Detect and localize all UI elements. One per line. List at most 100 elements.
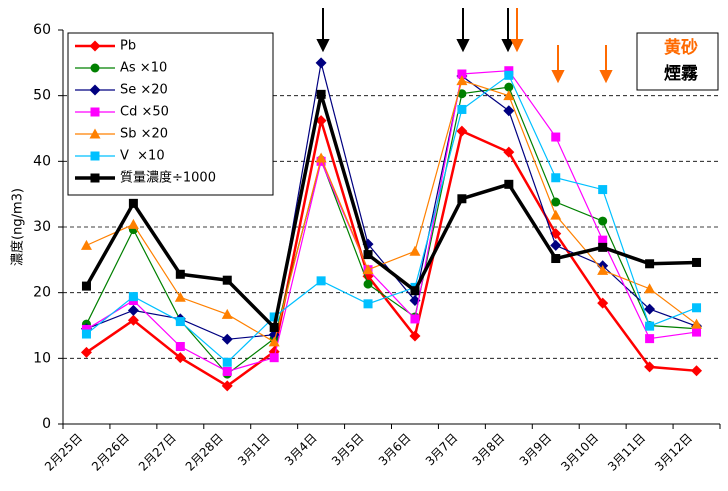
- legend-label: Se ×20: [120, 83, 168, 98]
- y-tick-label: 0: [42, 416, 51, 432]
- x-tick-label: 3月6日: [376, 431, 414, 469]
- point: [175, 317, 185, 327]
- dust-label: 黄砂: [664, 37, 698, 58]
- point: [457, 194, 467, 204]
- point: [597, 264, 609, 275]
- x-tick-label: 3月1日: [235, 431, 273, 469]
- point: [80, 346, 92, 358]
- point: [81, 329, 91, 339]
- point: [503, 90, 515, 101]
- point: [268, 336, 280, 347]
- point: [363, 299, 373, 309]
- haze-label: 煙霧: [664, 63, 699, 84]
- point: [221, 333, 233, 345]
- point: [598, 235, 608, 245]
- y-tick-label: 30: [33, 219, 51, 235]
- point: [127, 314, 139, 326]
- point: [691, 365, 703, 377]
- point: [81, 281, 91, 291]
- point: [644, 303, 656, 315]
- arrows: [316, 8, 613, 84]
- point: [456, 75, 468, 86]
- x-tick-label: 3月11日: [605, 431, 648, 474]
- x-tick-label: 3月7日: [423, 431, 461, 469]
- point: [551, 132, 561, 142]
- line: [85, 120, 697, 388]
- legend-marker: [90, 173, 100, 183]
- point: [550, 239, 562, 251]
- x-tick-label: 3月5日: [329, 431, 367, 469]
- x-tick-label: 3月9日: [517, 431, 555, 469]
- legend-marker: [90, 107, 100, 117]
- x-tick-label: 2月27日: [136, 431, 179, 474]
- point: [127, 304, 139, 316]
- y-tick-label: 40: [33, 153, 51, 169]
- point: [222, 366, 232, 376]
- line: [86, 74, 697, 364]
- point: [504, 70, 514, 80]
- point: [81, 324, 91, 334]
- point: [410, 314, 420, 324]
- legend-label: Sb ×20: [120, 127, 168, 142]
- point: [128, 198, 138, 208]
- point: [457, 89, 467, 99]
- point: [315, 115, 327, 127]
- point: [692, 257, 702, 267]
- point: [456, 125, 468, 137]
- point: [222, 275, 232, 285]
- point: [551, 173, 561, 183]
- point: [598, 216, 608, 226]
- x-tick-label: 3月8日: [470, 431, 508, 469]
- legend-box: [67, 32, 274, 196]
- legend-marker: [89, 128, 101, 139]
- point: [269, 322, 279, 332]
- point: [128, 292, 138, 302]
- legend-marker: [90, 151, 100, 161]
- point: [457, 104, 467, 114]
- point: [363, 250, 373, 260]
- x-tick-label: 2月28日: [183, 431, 226, 474]
- point: [598, 242, 608, 252]
- legend-marker: [89, 84, 101, 96]
- point: [362, 264, 374, 275]
- point: [222, 357, 232, 367]
- series: [81, 66, 702, 376]
- point: [645, 259, 655, 269]
- point: [269, 353, 279, 363]
- legend-label: V ×10: [120, 149, 165, 164]
- legend-label: Cd ×50: [120, 105, 169, 120]
- line: [86, 70, 697, 373]
- y-tick-label: 50: [33, 88, 51, 104]
- series: [80, 75, 703, 347]
- point: [598, 185, 608, 195]
- point: [503, 105, 515, 117]
- legend: Pb As ×10 Se ×20 Cd ×50 Sb ×20 V ×10 質量濃度÷1000: [67, 32, 274, 196]
- point: [551, 197, 561, 207]
- y-axis-label: 濃度(ng/m3): [10, 188, 26, 266]
- point: [127, 218, 139, 229]
- point: [692, 303, 702, 313]
- point: [409, 330, 421, 342]
- point: [315, 152, 327, 163]
- point: [645, 321, 655, 331]
- point: [503, 146, 515, 158]
- point: [80, 239, 92, 250]
- point: [316, 276, 326, 286]
- line: [86, 79, 697, 343]
- x-tick-label: 3月10日: [558, 431, 601, 474]
- legend-label: 質量濃度÷1000: [120, 170, 216, 186]
- point: [221, 380, 233, 392]
- point: [315, 57, 327, 69]
- x-tick-label: 3月4日: [282, 431, 320, 469]
- point: [504, 179, 514, 189]
- x-tick-label: 2月26日: [89, 431, 132, 474]
- point: [175, 269, 185, 279]
- point: [550, 209, 562, 220]
- y-tick-label: 60: [33, 22, 51, 38]
- y-tick-label: 10: [33, 350, 51, 366]
- point: [692, 327, 702, 337]
- point: [644, 283, 656, 294]
- annotation-box: [636, 32, 719, 91]
- point: [221, 308, 233, 319]
- point: [645, 334, 655, 344]
